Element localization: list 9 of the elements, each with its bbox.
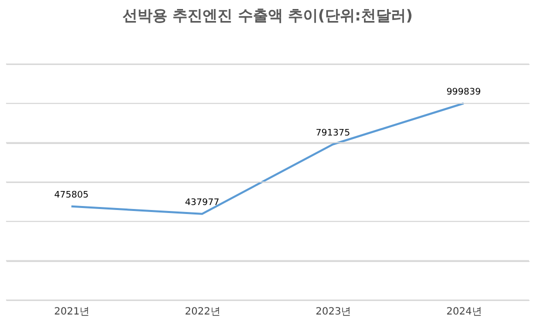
data-label: 475805 [54,190,89,200]
data-label: 437977 [184,198,220,208]
x-tick-label: 2023년 [316,306,352,318]
x-tick-label: 2021년 [54,306,90,318]
data-label: 791375 [316,128,350,138]
data-label: 999839 [446,87,482,98]
chart-title: 선박용 추진엔진 수출액 추이(단위:천달러) [122,6,413,24]
x-tick-label: 2024년 [446,306,482,318]
x-tick-label: 2022년 [184,306,220,318]
